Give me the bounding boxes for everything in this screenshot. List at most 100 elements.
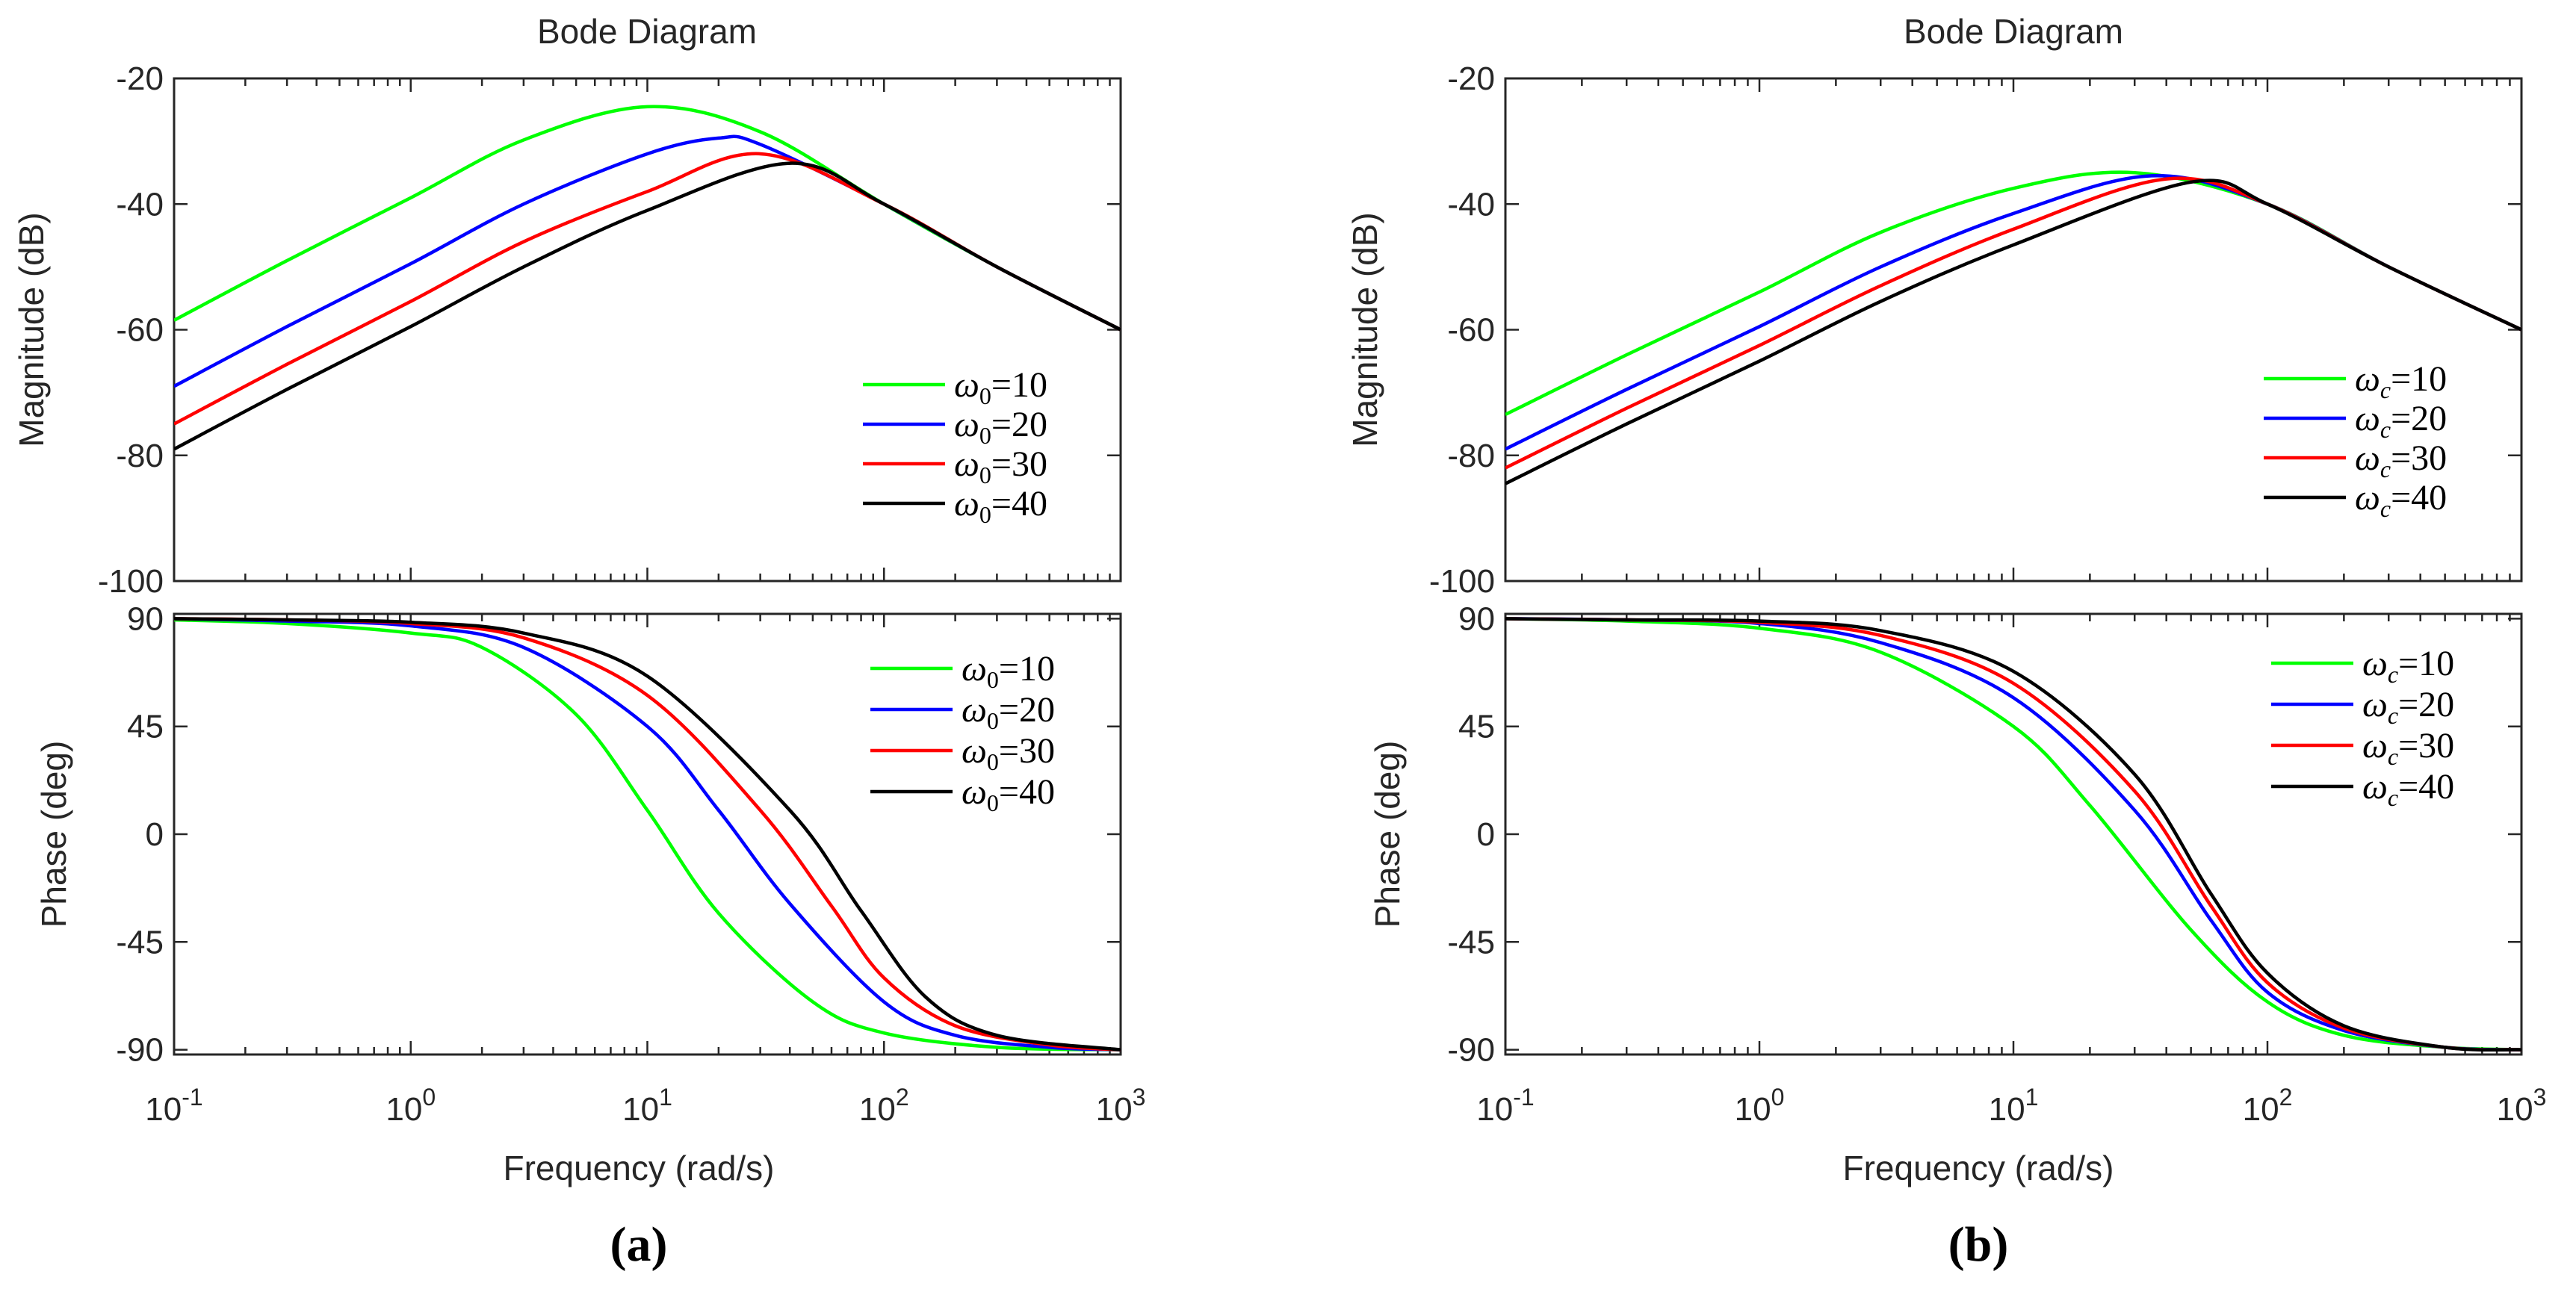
legend-value: =20 (2391, 399, 2447, 438)
phase-legend-entry: ω0=30 (962, 731, 1055, 775)
legend-value: =30 (2391, 438, 2447, 478)
phase-y-tick-label: 45 (1458, 709, 1495, 745)
legend-omega: ω (2362, 644, 2388, 683)
legend-subscript: 0 (987, 748, 999, 775)
x-tick-label: 101 (622, 1084, 672, 1128)
magnitude-y-tick-label: -40 (1447, 186, 1495, 223)
magnitude-legend-entry: ωc=20 (2355, 399, 2447, 443)
x-tick-label: 100 (386, 1084, 436, 1128)
legend-omega: ω (2355, 438, 2380, 478)
magnitude-y-tick-label: -100 (98, 563, 164, 600)
legend-subscript: 0 (987, 707, 999, 734)
phase-legend-entry: ωc=40 (2362, 767, 2454, 811)
magnitude-y-tick-label: -80 (1447, 438, 1495, 474)
phase-y-tick-label: 90 (127, 600, 164, 637)
legend-omega: ω (2355, 399, 2380, 438)
magnitude-legend-entry: ωc=30 (2355, 438, 2447, 482)
phase-y-tick-label: 45 (127, 709, 164, 745)
legend-omega: ω (962, 690, 987, 730)
magnitude-y-tick-label: -60 (116, 312, 164, 349)
legend-value: =10 (991, 365, 1047, 405)
x-tick-base: 10 (1096, 1091, 1133, 1128)
x-tick-label: 10-1 (1476, 1084, 1534, 1128)
legend-subscript: 0 (979, 382, 991, 409)
magnitude-legend-entry: ω0=10 (954, 365, 1047, 409)
phase-y-tick-label: 0 (1477, 816, 1495, 853)
legend-value: =10 (999, 649, 1055, 689)
magnitude-y-axis-label: Magnitude (dB) (12, 212, 51, 447)
phase-series-line-3 (174, 617, 1121, 1052)
phase-y-axis-label: Phase (deg) (34, 741, 73, 928)
legend-value: =30 (999, 731, 1055, 771)
magnitude-y-tick-label: -100 (1429, 563, 1495, 600)
x-tick-exponent: 2 (896, 1084, 909, 1111)
phase-legend-entry: ωc=10 (2362, 644, 2454, 688)
legend-omega: ω (954, 405, 979, 444)
magnitude-y-tick-label: -80 (116, 438, 164, 474)
x-tick-base: 10 (859, 1091, 896, 1128)
magnitude-legend-entry: ωc=10 (2355, 359, 2447, 403)
x-tick-base: 10 (145, 1091, 182, 1128)
x-tick-base: 10 (622, 1091, 659, 1128)
legend-subscript: 0 (987, 666, 999, 693)
phase-series-line-0 (1505, 617, 2521, 1052)
legend-value: =40 (991, 484, 1047, 524)
magnitude-series-line-0 (174, 105, 1121, 332)
legend-subscript: c (2388, 784, 2398, 811)
magnitude-y-tick-label: -20 (1447, 60, 1495, 97)
x-tick-exponent: 3 (2533, 1084, 2547, 1111)
x-tick-base: 10 (386, 1091, 422, 1128)
legend-omega: ω (2362, 726, 2388, 765)
x-tick-exponent: 2 (2279, 1084, 2293, 1111)
x-tick-label: 100 (1735, 1084, 1785, 1128)
legend-omega: ω (2355, 478, 2380, 518)
legend-subscript: c (2380, 495, 2391, 522)
phase-legend-entry: ω0=20 (962, 690, 1055, 734)
x-tick-exponent: -1 (182, 1084, 202, 1111)
magnitude-y-tick-label: -40 (116, 186, 164, 223)
legend-value: =30 (2398, 726, 2454, 765)
phase-y-tick-label: -90 (1447, 1032, 1495, 1069)
x-tick-exponent: 0 (422, 1084, 436, 1111)
x-tick-label: 103 (2497, 1084, 2547, 1128)
phase-y-tick-label: -90 (116, 1032, 164, 1069)
legend-omega: ω (2355, 359, 2380, 399)
legend-value: =40 (999, 772, 1055, 812)
chart-b: Bode Diagram -20 -40 -60 -80 -100 Magnitude (d… (1346, 12, 2546, 1272)
legend-omega: ω (962, 649, 987, 689)
legend-omega: ω (954, 365, 979, 405)
magnitude-legend-entry: ω0=20 (954, 405, 1047, 449)
legend-value: =40 (2398, 767, 2454, 807)
legend-subscript: 0 (979, 462, 991, 488)
legend-value: =30 (991, 444, 1047, 484)
x-tick-base: 10 (1735, 1091, 1771, 1128)
legend-value: =40 (2391, 478, 2447, 518)
x-tick-exponent: 3 (1133, 1084, 1146, 1111)
phase-y-tick-label: -45 (1447, 924, 1495, 960)
legend-omega: ω (2362, 767, 2388, 807)
chart-title: Bode Diagram (1904, 12, 2123, 51)
x-tick-label: 102 (2243, 1084, 2293, 1128)
legend-omega: ω (962, 772, 987, 812)
legend-subscript: c (2380, 376, 2391, 403)
magnitude-y-tick-label: -60 (1447, 312, 1495, 349)
legend-omega: ω (962, 731, 987, 771)
magnitude-legend-entry: ω0=30 (954, 444, 1047, 488)
phase-legend-entry: ω0=10 (962, 649, 1055, 693)
phase-y-tick-label: -45 (116, 924, 164, 960)
phase-series-line-3 (1505, 617, 2521, 1052)
magnitude-series-line-3 (1505, 178, 2521, 485)
magnitude-legend-entry: ωc=40 (2355, 478, 2447, 522)
legend-omega: ω (954, 444, 979, 484)
legend-subscript: 0 (987, 789, 999, 816)
x-tick-label: 103 (1096, 1084, 1146, 1128)
magnitude-legend-entry: ω0=40 (954, 484, 1047, 528)
magnitude-y-axis-label: Magnitude (dB) (1346, 212, 1384, 447)
legend-value: =20 (999, 690, 1055, 730)
